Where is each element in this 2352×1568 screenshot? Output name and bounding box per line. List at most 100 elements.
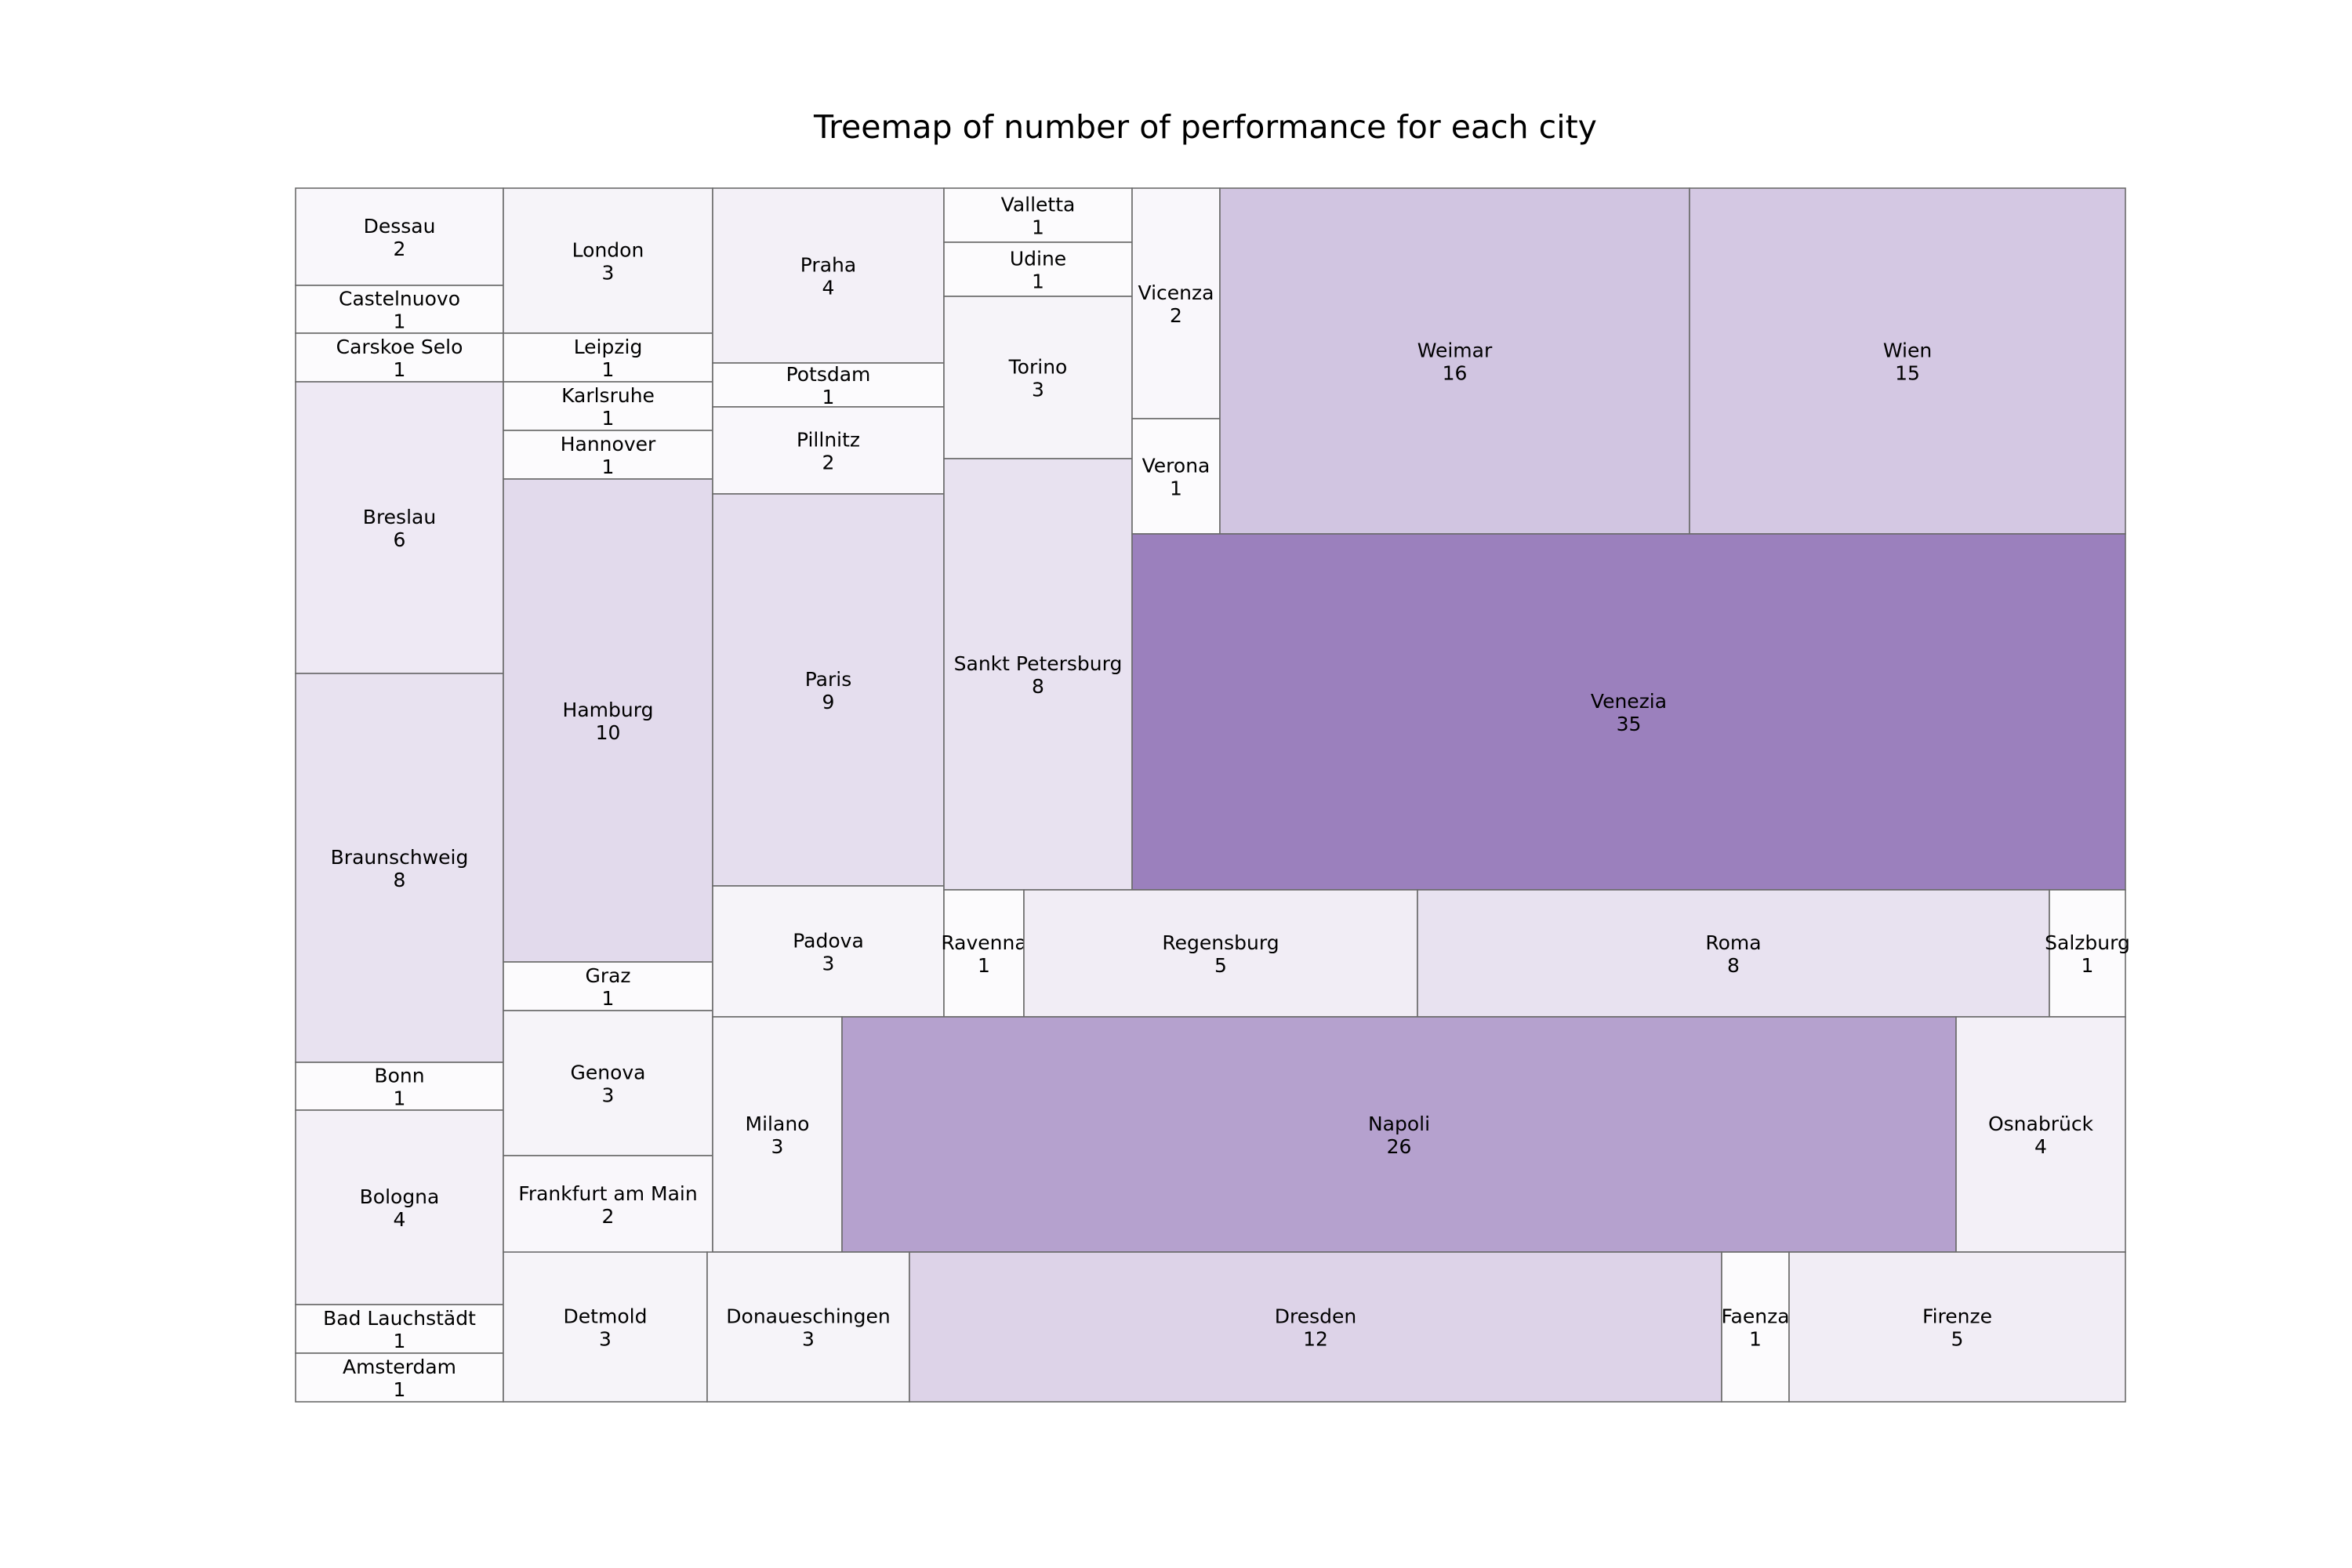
cell-value: 2 [602,1205,615,1228]
cell-label: Carskoe Selo [336,336,463,358]
cell-rect [503,381,713,431]
cell-value: 1 [1749,1328,1762,1351]
cell-value: 1 [394,1330,406,1352]
cell-value: 1 [602,987,615,1010]
cell-value: 10 [596,721,621,744]
cell-rect [503,961,713,1011]
cell-label: Pillnitz [797,429,860,452]
cell-label: Amsterdam [343,1356,456,1378]
cell-rect [503,1010,713,1156]
cell-rect [503,187,713,334]
cell-value: 1 [394,358,406,381]
cell-label: Vicenza [1138,281,1214,304]
cell-rect [943,296,1133,459]
cell-value: 5 [1951,1328,1964,1351]
cell-value: 1 [822,386,835,408]
cell-rect [503,1251,708,1403]
cell-label: Detmold [564,1305,648,1328]
cell-value: 8 [1727,954,1740,977]
cell-value: 3 [802,1328,815,1351]
cell-value: 6 [394,528,406,551]
cell-value: 1 [394,310,406,333]
cell-rect [1417,889,2050,1018]
cell-value: 3 [1032,379,1044,401]
cell-value: 2 [1170,304,1182,327]
cell-value: 1 [602,407,615,430]
cell-label: Hamburg [563,699,654,721]
cell-label: Regensburg [1162,931,1279,954]
cell-rect [295,1109,504,1305]
cell-value: 26 [1387,1135,1412,1158]
cell-label: Osnabrück [1988,1112,2094,1135]
cell-label: Bologna [360,1185,440,1208]
cell-label: Roma [1705,931,1761,954]
cell-rect [1689,187,2126,535]
cell-value: 16 [1443,362,1468,385]
cell-label: Sankt Petersburg [954,652,1123,675]
cell-rect [712,885,945,1018]
cell-value: 3 [602,262,615,285]
cell-value: 4 [822,277,835,299]
cell-value: 1 [978,954,990,977]
cell-value: 3 [599,1328,612,1351]
cell-label: Napoli [1368,1112,1430,1135]
cell-rect [1721,1251,1790,1403]
cell-label: Graz [585,964,630,987]
cell-label: Potsdam [786,363,871,386]
cell-rect [295,187,504,286]
cell-label: Verona [1142,455,1210,477]
cell-rect [909,1251,1722,1403]
cell-label: Breslau [363,506,436,528]
cell-label: Padova [793,930,864,953]
cell-label: Braunschweig [331,846,469,869]
cell-rect [503,430,713,480]
cell-label: Dessau [364,215,436,238]
cell-value: 3 [822,953,835,975]
cell-rect [503,478,713,963]
cell-rect [712,362,945,408]
cell-value: 3 [602,1084,615,1107]
cell-label: Valletta [1001,194,1076,216]
cell-value: 2 [822,452,835,474]
cell-label: Dresden [1275,1305,1356,1328]
cell-value: 1 [394,1087,406,1110]
cell-label: Wien [1883,339,1932,362]
cell-label: Karlsruhe [561,384,655,407]
cell-value: 3 [771,1135,784,1158]
cell-value: 35 [1617,713,1642,735]
cell-label: Bad Lauchstädt [323,1307,476,1330]
cell-rect [712,187,945,364]
cell-label: Bonn [374,1065,424,1087]
